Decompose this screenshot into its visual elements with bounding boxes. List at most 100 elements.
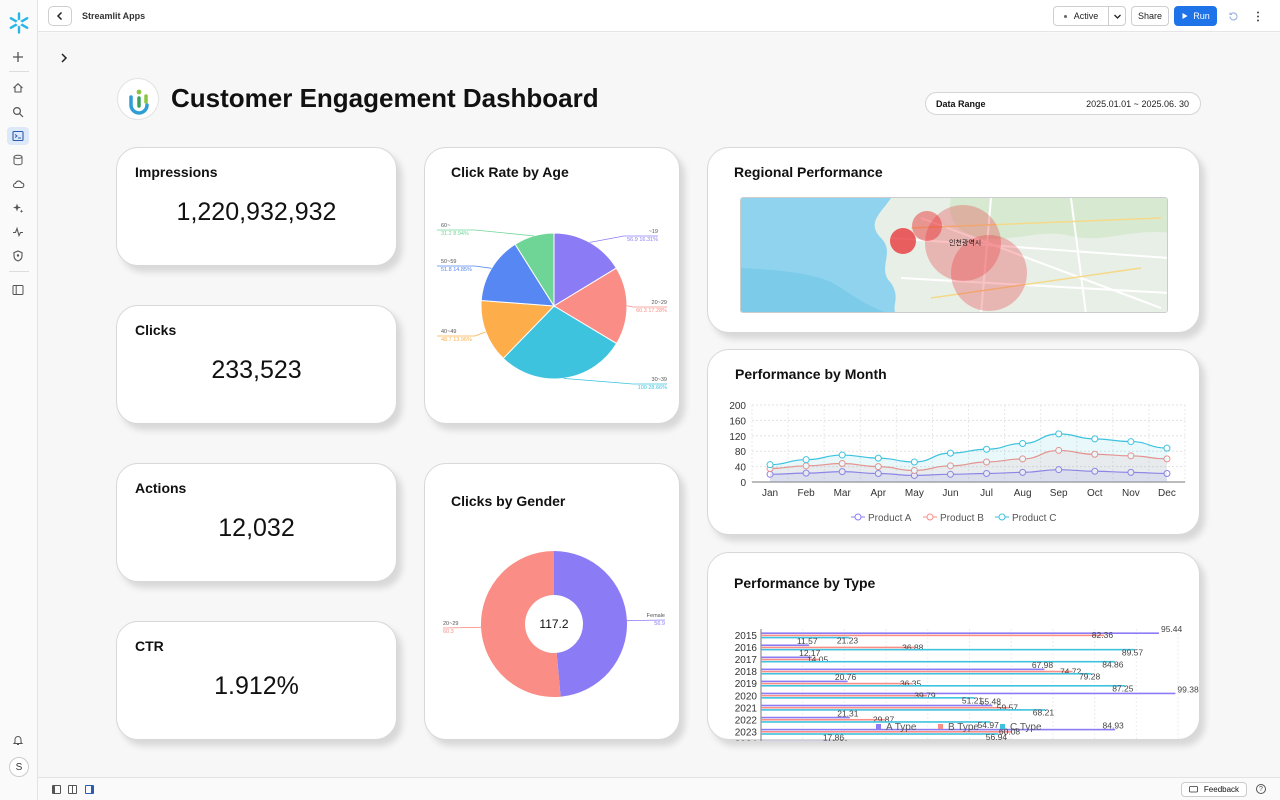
- series-line: [770, 433, 1167, 466]
- status-chevron-button[interactable]: [1108, 6, 1126, 26]
- y-tick-label: 2015: [735, 631, 758, 642]
- y-tick-label: 2018: [735, 667, 758, 678]
- pie-value-label: 56.9 16.31%: [627, 237, 658, 243]
- chart-title: Clicks by Gender: [451, 493, 566, 509]
- data-point: [802, 456, 810, 464]
- bar: [761, 704, 993, 707]
- more-menu-button[interactable]: [1250, 6, 1266, 26]
- chart-title: Click Rate by Age: [451, 164, 569, 180]
- more-vertical-icon: [1257, 11, 1259, 21]
- help-icon[interactable]: ?: [1256, 784, 1266, 794]
- x-tick-label: Nov: [1122, 488, 1140, 499]
- x-tick-label: Jul: [980, 488, 993, 499]
- data-point: [802, 469, 810, 477]
- x-tick-label: Jan: [762, 488, 778, 499]
- data-icon[interactable]: [7, 151, 29, 169]
- y-tick-label: 2021: [735, 703, 758, 714]
- rail-divider: [9, 71, 29, 72]
- kpi-card-clicks: Clicks 233,523: [116, 305, 397, 424]
- data-point: [910, 466, 918, 474]
- run-button[interactable]: Run: [1174, 6, 1217, 26]
- map-highways: [910, 217, 1162, 299]
- regional-performance-card: Regional Performance 인천광역시: [707, 147, 1200, 333]
- performance-by-type-card: Performance by Type 2015 95.44 82.36 21.23 2…: [707, 552, 1200, 741]
- map-park: [949, 198, 1167, 239]
- x-tick-label: Mar: [834, 488, 852, 499]
- map-view[interactable]: 인천광역시: [740, 197, 1168, 313]
- bell-icon[interactable]: [7, 731, 29, 749]
- data-point: [983, 470, 991, 478]
- home-icon[interactable]: [7, 79, 29, 97]
- data-label: 21.31: [837, 708, 859, 718]
- bar: [761, 709, 1046, 711]
- ai-icon[interactable]: [7, 199, 29, 217]
- data-point: [1055, 430, 1063, 438]
- pie-value-label: 51.8 14.85%: [441, 267, 472, 273]
- data-point: [946, 449, 954, 457]
- top-bar: Streamlit Apps Active Share Run: [38, 0, 1280, 32]
- click-rate-by-age-card: Click Rate by Age ~19 56.9 16.31% 20~29 60.…: [424, 147, 680, 424]
- status-label: Active: [1073, 11, 1099, 21]
- data-point: [983, 445, 991, 453]
- avatar-initial: S: [15, 761, 23, 773]
- pie-value-label: 48.7 13.96%: [441, 337, 472, 343]
- admin-icon[interactable]: [7, 247, 29, 265]
- activity-icon[interactable]: [7, 223, 29, 241]
- plus-icon[interactable]: [7, 48, 29, 66]
- pie-value-label: 100 28.66%: [638, 385, 667, 391]
- pie-slice: [514, 232, 555, 308]
- play-icon: [1182, 13, 1188, 19]
- legend-label: C Type: [1010, 722, 1042, 733]
- map-bubble[interactable]: [912, 211, 942, 241]
- data-label: 29.87: [873, 715, 895, 725]
- layout-split-icon[interactable]: [68, 785, 77, 794]
- panel-icon[interactable]: [7, 281, 29, 299]
- data-label: 18.89: [827, 739, 849, 741]
- data-label: 89.57: [1122, 647, 1144, 657]
- map-bubble[interactable]: [951, 235, 1027, 311]
- data-label: 68.21: [1033, 708, 1055, 718]
- pie-leader-line: [626, 305, 667, 308]
- data-label: 60.08: [999, 727, 1021, 737]
- map-bubble[interactable]: [890, 228, 916, 254]
- bar: [761, 656, 812, 659]
- date-range-value: 2025.01.01 ~ 2025.06. 30: [1086, 99, 1189, 109]
- status-dropdown[interactable]: Active: [1053, 6, 1109, 26]
- share-button[interactable]: Share: [1131, 6, 1169, 26]
- map-bubble[interactable]: [925, 205, 1001, 281]
- map-city-label: 인천광역시: [949, 238, 981, 247]
- data-label: 55.48: [980, 696, 1002, 706]
- series-area: [770, 450, 1167, 482]
- y-tick-label: 80: [735, 447, 747, 458]
- message-icon: [1189, 785, 1198, 792]
- projects-icon[interactable]: [7, 127, 29, 145]
- pie-label: 30~39: [652, 377, 667, 383]
- chevron-down-icon: [1113, 14, 1121, 19]
- layout-right-icon[interactable]: [85, 785, 94, 794]
- y-tick-label: 2020: [735, 691, 758, 702]
- pie-value-label: 60.3 17.28%: [636, 308, 667, 314]
- avatar[interactable]: S: [9, 757, 29, 777]
- performance-by-month-card: Performance by Month 0 40 80 120 160 200 Jan Fe…: [707, 349, 1200, 535]
- bottom-bar: Feedback ?: [38, 777, 1280, 800]
- legend-swatch: [1000, 724, 1005, 729]
- expand-sidebar-button[interactable]: [58, 51, 70, 63]
- refresh-button[interactable]: [1223, 6, 1243, 26]
- search-icon[interactable]: [7, 103, 29, 121]
- data-label: 84.93: [1103, 720, 1125, 730]
- data-label: 87.25: [1112, 684, 1134, 694]
- legend-label: Product A: [868, 513, 912, 524]
- data-point: [1163, 444, 1171, 452]
- bar: [761, 706, 1010, 709]
- layout-left-icon[interactable]: [52, 785, 61, 794]
- feedback-button[interactable]: Feedback: [1181, 782, 1247, 797]
- chevron-left-icon: [56, 11, 63, 21]
- bar: [761, 680, 848, 683]
- monthly-line-chart: 0 40 80 120 160 200 Jan Feb Mar Apr May Jun Jul Aug Se…: [729, 401, 1186, 524]
- legend-swatch: [938, 724, 943, 729]
- cloud-icon[interactable]: [7, 175, 29, 193]
- y-tick-label: 2023: [735, 727, 758, 738]
- back-button[interactable]: [48, 6, 72, 26]
- snowflake-logo[interactable]: [7, 11, 31, 35]
- bar: [761, 682, 913, 685]
